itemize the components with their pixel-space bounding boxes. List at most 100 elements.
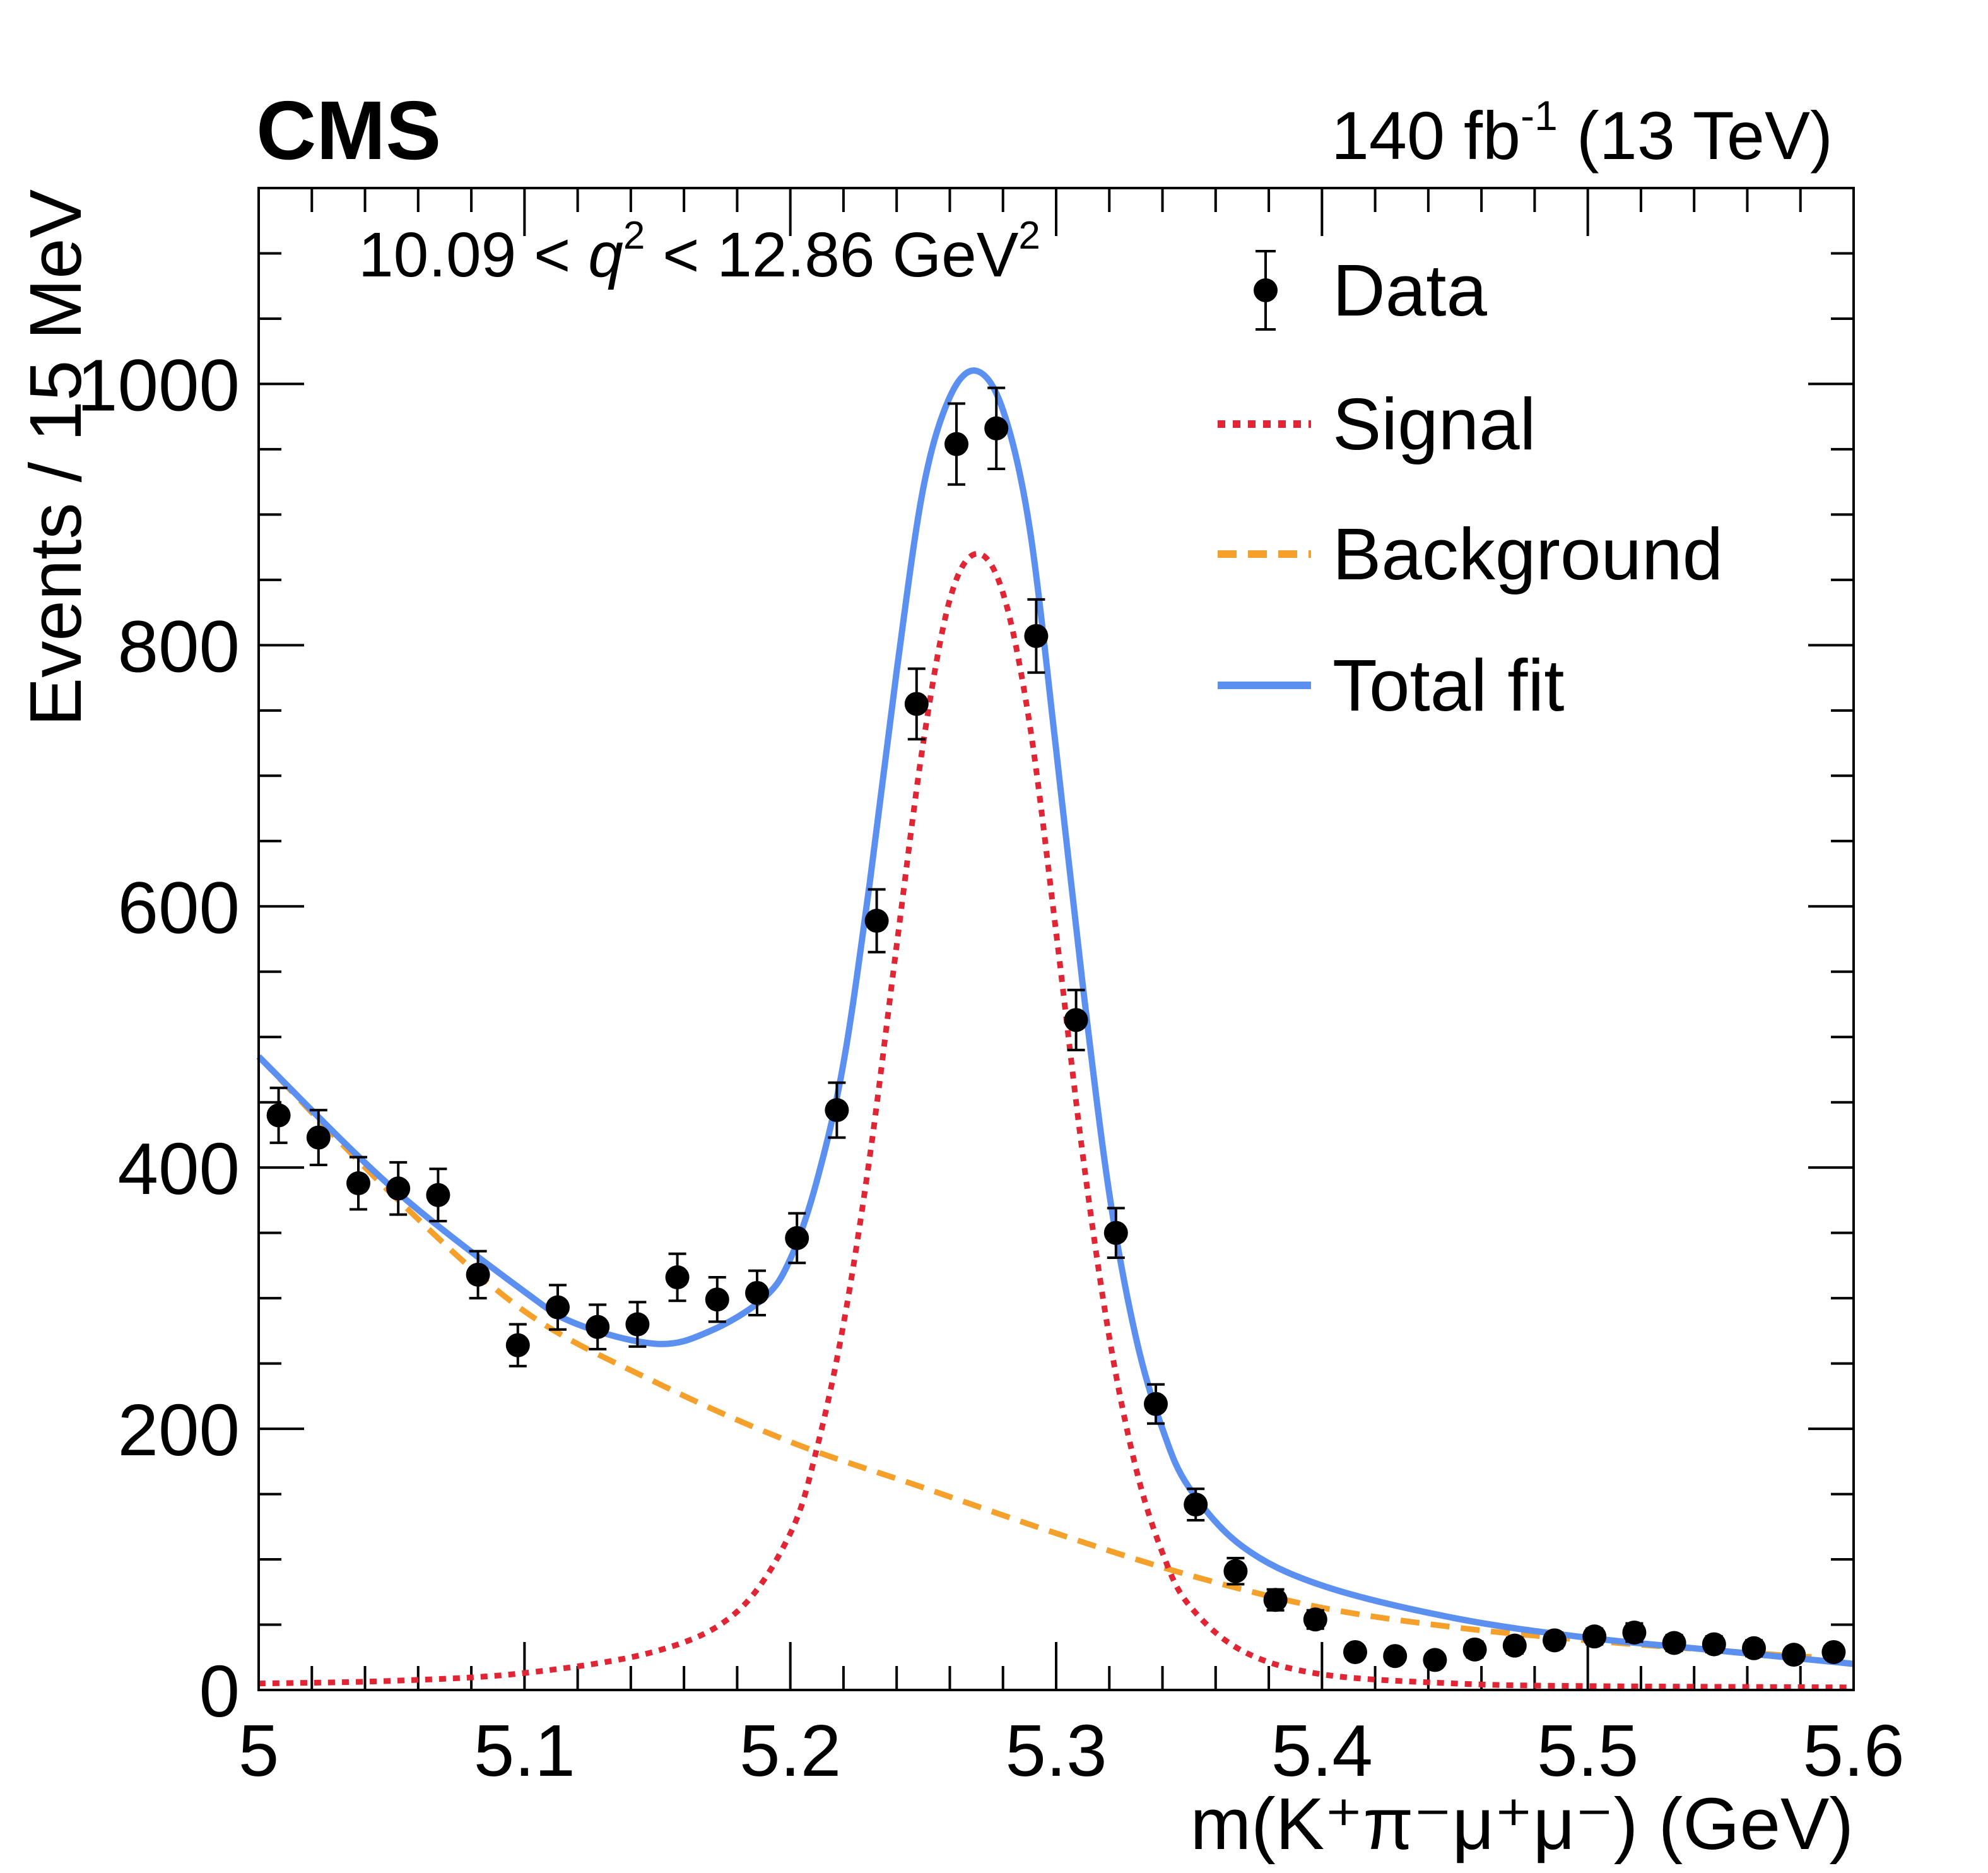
data-point [426,1167,450,1223]
data-point [1343,1640,1367,1664]
y-tick-label: 200 [117,1389,240,1471]
x-tick-label: 5 [238,1710,279,1792]
data-point [1742,1636,1766,1660]
data-point [944,402,968,486]
data-marker [546,1295,570,1320]
q2-range-annotation: 10.09 < q2 < 12.86 GeV2 [358,214,1040,290]
data-point [1702,1632,1726,1657]
data-marker [705,1287,729,1312]
axis-tick-labels: 0 200 400 600 800 1000 5 5.1 5.2 5.3 5.4 5.5 5.6 [77,344,1905,1792]
y-tick-label: 1000 [77,344,240,426]
data-point [346,1155,370,1211]
data-marker [1782,1643,1806,1667]
data-marker [505,1333,530,1357]
signal-curve [258,550,1854,1691]
y-tick-label: 600 [117,866,240,948]
plot-frame [257,187,1855,1691]
data-point [1103,1207,1128,1259]
luminosity-label: 140 fb-1 (13 TeV) [1331,92,1833,174]
data-point [1303,1607,1327,1632]
data-marker [1383,1644,1408,1669]
data-marker [1543,1628,1567,1653]
data-marker [306,1125,331,1150]
x-tick-label: 5.6 [1803,1710,1904,1792]
x-tick-label: 5.2 [739,1710,841,1792]
data-marker [625,1312,650,1337]
legend-total-label: Total fit [1332,644,1564,726]
background-curve [256,1055,1854,1663]
data-marker [1502,1633,1527,1658]
data-point [466,1250,490,1300]
data-point [1622,1620,1647,1645]
data-point [785,1212,809,1265]
data-point [266,1086,291,1144]
experiment-label: CMS [256,84,441,177]
data-marker [1423,1648,1447,1672]
x-tick-label: 5.1 [474,1710,575,1792]
x-tick-label: 5.4 [1271,1710,1373,1792]
data-point [1543,1628,1567,1653]
data-marker [466,1262,490,1287]
data-point [306,1109,331,1167]
legend-data-label: Data [1332,249,1488,331]
data-marker [426,1183,450,1207]
x-axis-title: m(K⁺π⁻μ⁺μ⁻) (GeV) [1191,1783,1854,1865]
data-marker [585,1315,610,1339]
data-point [904,667,929,741]
data-point [1383,1644,1408,1669]
data-marker [1263,1588,1288,1612]
data-marker [1024,623,1049,648]
data-point [1144,1383,1168,1425]
data-marker [904,692,929,716]
data-marker [1662,1631,1686,1655]
data-marker [825,1098,849,1123]
legend-data-marker [1254,250,1278,331]
data-point [585,1303,610,1350]
data-marker [1462,1637,1487,1662]
data-marker [864,909,889,933]
data-marker [665,1265,690,1290]
x-tick-label: 5.3 [1005,1710,1107,1792]
y-tick-label: 400 [117,1128,240,1210]
data-marker [1622,1620,1647,1645]
data-marker [1223,1559,1248,1583]
data-marker [1821,1640,1846,1664]
data-marker [1184,1492,1208,1517]
data-marker [1103,1220,1128,1245]
data-marker [1303,1607,1327,1632]
data-point [1184,1487,1208,1521]
data-point [1782,1643,1806,1667]
data-marker [785,1226,809,1250]
data-point [505,1323,530,1368]
data-marker [1742,1636,1766,1660]
y-tick-label: 800 [117,605,240,687]
data-point [705,1276,729,1323]
data-point [1582,1624,1607,1649]
axis-ticks [257,187,1855,1691]
data-point [825,1081,849,1139]
data-point [1223,1556,1248,1586]
data-marker [984,416,1009,440]
data-point [745,1269,769,1317]
data-point [1502,1633,1527,1658]
data-points [266,386,1846,1672]
data-point [625,1301,650,1348]
data-point [546,1284,570,1331]
y-tick-label: 0 [199,1650,240,1732]
data-point [1024,598,1049,674]
data-marker [1064,1008,1088,1032]
legend: Data Signal Background Total fit [1218,249,1723,726]
data-point [1821,1640,1846,1664]
data-point [1423,1648,1447,1672]
data-marker [1702,1632,1726,1657]
data-point [1064,988,1088,1051]
data-marker [1343,1640,1367,1664]
data-marker [266,1103,291,1128]
data-point [665,1252,690,1303]
legend-background-label: Background [1332,513,1723,595]
data-point [1662,1631,1686,1655]
data-point [386,1161,411,1216]
data-point [1462,1637,1487,1662]
data-marker [745,1280,769,1305]
